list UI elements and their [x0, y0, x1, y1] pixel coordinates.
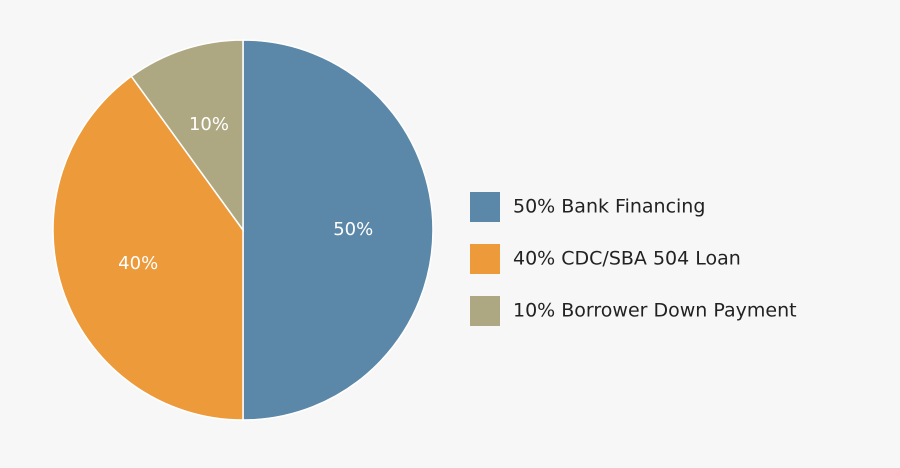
legend-swatch: [470, 244, 500, 274]
pie-slice: [242, 39, 434, 421]
slice-label: 10%: [189, 114, 229, 135]
legend-label: 10% Borrower Down Payment: [513, 300, 797, 322]
legend-label: 40% CDC/SBA 504 Loan: [513, 248, 741, 270]
pie: 50% 40% 10%: [52, 39, 434, 421]
pie-slice: [52, 75, 244, 421]
legend-label: 50% Bank Financing: [513, 196, 705, 218]
slice-label: 40%: [118, 253, 158, 274]
slice-label: 50%: [333, 219, 373, 240]
legend-swatch: [470, 192, 500, 222]
pie-slice: [130, 39, 244, 233]
legend: 50% Bank Financing 40% CDC/SBA 504 Loan 10…: [470, 192, 797, 326]
legend-swatch: [470, 296, 500, 326]
